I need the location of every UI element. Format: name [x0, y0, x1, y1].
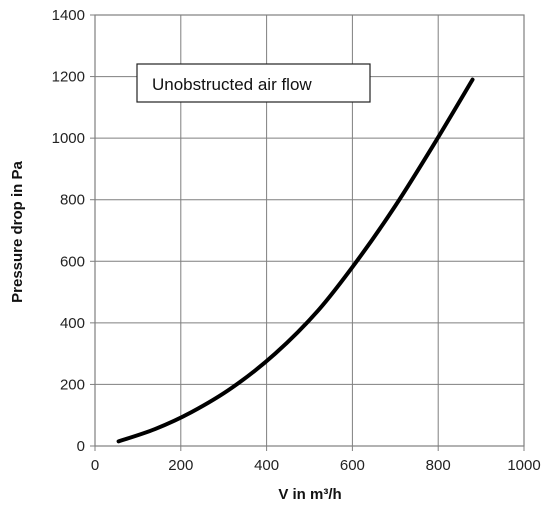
y-tick-label: 600	[60, 253, 85, 270]
x-tick-label: 800	[426, 457, 451, 474]
series-line	[116, 77, 475, 444]
y-tick-label: 200	[60, 376, 85, 393]
x-tick-label: 400	[254, 457, 279, 474]
x-axis-ticks: 0 200 400 600 800 1000	[91, 446, 541, 474]
annotation-box	[136, 63, 371, 103]
x-tick-label: 0	[91, 457, 99, 474]
y-axis-ticks: 0 200 400 600 800 1000 1200 1400	[52, 7, 95, 455]
y-tick-label: 1400	[52, 7, 85, 24]
y-tick-label: 0	[77, 438, 85, 455]
y-tick-label: 1200	[52, 69, 85, 86]
y-tick-label: 400	[60, 315, 85, 332]
annotation-text: Unobstructed air flow	[152, 75, 312, 94]
series-layer	[116, 77, 475, 444]
x-tick-label: 600	[340, 457, 365, 474]
y-tick-label: 800	[60, 192, 85, 209]
x-tick-label: 200	[168, 457, 193, 474]
x-axis-label: V in m³/h	[278, 486, 341, 503]
plot-area-border	[94, 14, 525, 447]
y-axis-label: Pressure drop in Pa	[9, 160, 26, 302]
x-tick-label: 1000	[507, 457, 540, 474]
y-tick-label: 1000	[52, 130, 85, 147]
